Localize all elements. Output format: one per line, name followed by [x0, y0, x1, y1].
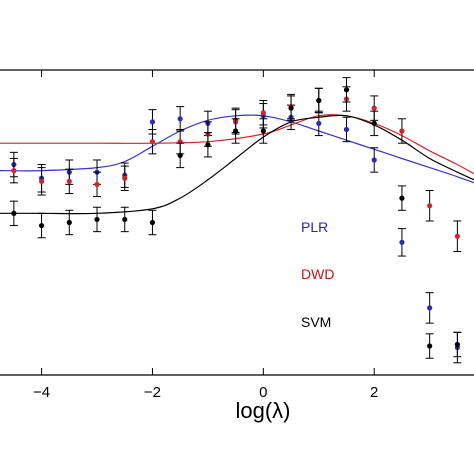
dwd-point-group [93, 171, 102, 198]
svm-point-group [120, 206, 129, 233]
svm-point-group [370, 110, 379, 137]
dwd-point-group [453, 220, 462, 252]
svm-point [177, 152, 183, 158]
axes-frame [0, 69, 474, 376]
svm-point-group [397, 185, 406, 211]
svm-point-group [425, 333, 434, 359]
svm-point [343, 87, 350, 93]
svm-point [454, 341, 460, 348]
svm-point-group [342, 77, 351, 103]
x-tick-label: 2 [370, 384, 378, 401]
dwd-point [149, 139, 156, 145]
svm-point [288, 105, 294, 111]
svm-point-group [93, 206, 102, 233]
legend: PLR DWD SVM [301, 219, 334, 330]
svm-point [11, 210, 17, 216]
legend-entry-plr: PLR [301, 219, 328, 235]
plr-point [399, 239, 405, 245]
svm-point-group [148, 209, 157, 236]
svm-point-group [37, 212, 46, 239]
dwd-point-group [120, 165, 129, 191]
svm-point-group [203, 132, 212, 158]
svm-point [66, 219, 72, 226]
svm-point-group [287, 95, 296, 121]
dwd-point [371, 105, 377, 111]
dwd-point-group [148, 128, 157, 155]
x-tick-label: −4 [33, 384, 50, 401]
svm-point [399, 195, 405, 201]
plr-point [316, 120, 322, 126]
x-axis-label: log(λ) [235, 398, 290, 423]
svm-point [122, 216, 128, 223]
svm-point-group [9, 200, 18, 227]
plr-point-group [176, 106, 185, 132]
svm-point-group [231, 118, 240, 144]
dwd-fit-curve [0, 114, 474, 175]
svm-point-group [453, 331, 462, 358]
svm-point [316, 97, 322, 104]
dwd-point [427, 203, 433, 209]
svm-point-group [259, 118, 268, 144]
dwd-point-group [9, 157, 18, 184]
dwd-point [260, 110, 266, 116]
dwd-point-group [37, 167, 46, 196]
svm-point-group [176, 142, 185, 169]
svm-point [371, 120, 377, 126]
dwd-point-group [65, 168, 74, 195]
x-ticks: −4 −2 0 2 [33, 70, 378, 401]
svm-point [205, 142, 211, 148]
x-tick-label: −2 [144, 384, 161, 401]
plr-point-group [342, 116, 351, 143]
plr-point-group [425, 292, 434, 324]
legend-entry-dwd: DWD [301, 266, 334, 282]
dwd-point [94, 181, 100, 187]
plr-point-group [397, 228, 406, 257]
dwd-point [38, 178, 45, 184]
plr-point-group [370, 147, 379, 173]
data-points [9, 77, 462, 364]
legend-entry-svm: SVM [301, 314, 331, 330]
plr-point [371, 157, 377, 163]
dwd-point-group [397, 118, 406, 144]
dwd-point [454, 233, 460, 239]
svm-point [233, 128, 239, 134]
svm-point [149, 219, 156, 226]
svm-point [38, 222, 45, 229]
plr-point [149, 119, 156, 125]
svm-point [260, 128, 266, 134]
dwd-point [66, 178, 72, 184]
dwd-point-group [425, 189, 434, 222]
x-tick-label: 0 [259, 384, 267, 401]
svm-point [427, 343, 433, 349]
dwd-point [399, 128, 405, 134]
dwd-point [122, 175, 128, 181]
svm-point-group [314, 87, 323, 114]
svm-fit-curve [0, 114, 474, 215]
plr-point [343, 126, 350, 133]
dwd-point [11, 168, 17, 174]
plr-point [427, 305, 433, 311]
plr-point [177, 116, 183, 122]
svm-point [94, 216, 100, 223]
svm-point-group [65, 209, 74, 236]
